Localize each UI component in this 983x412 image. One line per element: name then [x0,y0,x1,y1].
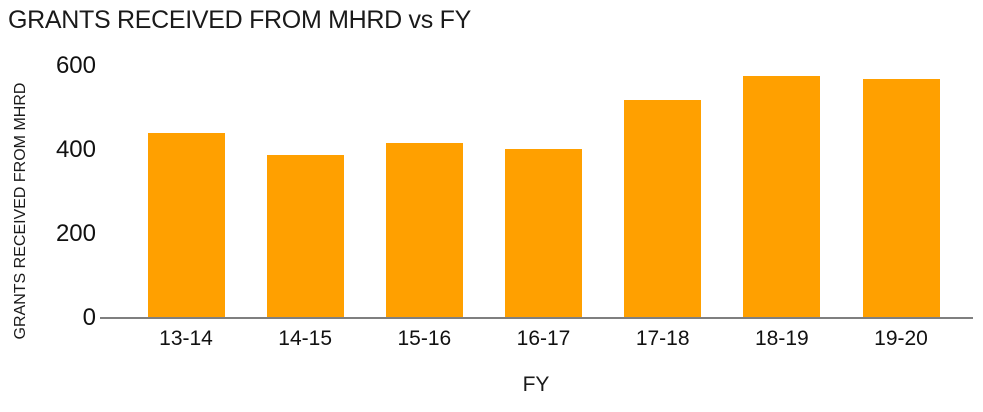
x-tick-label: 16-17 [516,327,571,350]
bar-19-20 [862,79,940,318]
y-tick-label: 0 [82,304,96,331]
x-tick-label: 14-15 [278,327,333,350]
x-tick-label: 17-18 [635,327,690,350]
x-tick-label: 15-16 [397,327,452,350]
bar-18-19 [743,76,821,318]
x-tick-label: 18-19 [754,327,809,350]
y-tick-label: 600 [55,52,96,79]
chart-title: GRANTS RECEIVED FROM MHRD vs FY [8,6,471,34]
bar-17-18 [624,100,702,318]
x-axis-label: FY [522,373,550,396]
bar-16-17 [505,149,582,318]
bar-15-16 [385,142,463,318]
bar-14-15 [266,154,344,318]
x-tick-label: 13-14 [159,327,213,350]
y-axis-label: GRANTS RECEIVED FROM MHRD [12,82,29,340]
y-tick-label: 400 [55,136,96,163]
x-tick-label: 19-20 [874,327,928,350]
x-axis-line [100,317,973,319]
y-tick-label: 200 [55,220,96,247]
bar-13-14 [147,133,225,318]
